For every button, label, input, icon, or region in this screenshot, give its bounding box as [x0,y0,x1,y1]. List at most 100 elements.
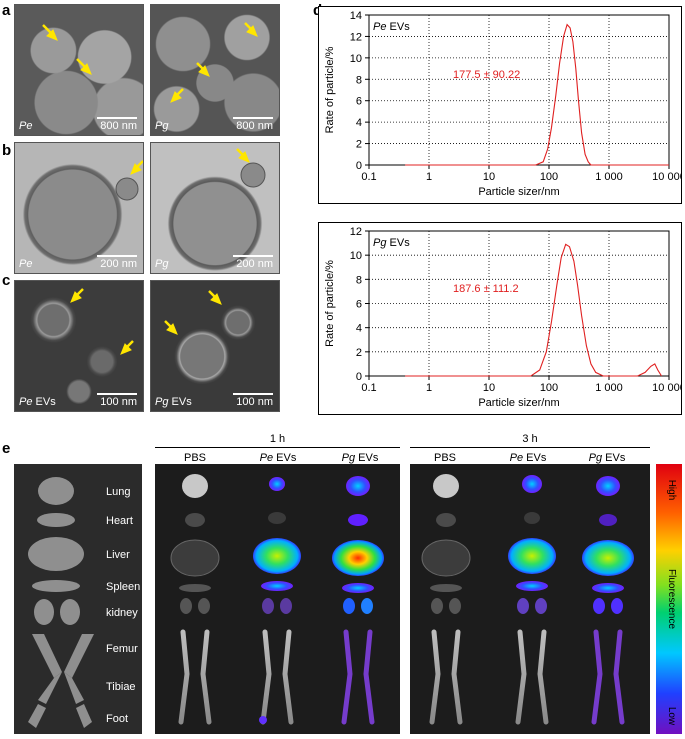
scale-bar: 800 nm [233,117,273,132]
y-tick-label: 12 [350,226,362,238]
em-label: Pg [155,120,169,132]
column-header-pe-3h: Pe EVs [509,452,547,464]
foot-shape-left [28,704,46,728]
y-tick-label: 0 [356,160,362,172]
series-line [405,23,669,166]
chart-title: Pg EVs [373,237,410,249]
arrows-overlay [115,160,143,201]
organ-label-foot: Foot [106,713,128,725]
y-tick-label: 10 [350,250,362,262]
chart-title: Pe EVs [373,21,410,33]
x-tick-label: 10 000 [652,171,681,183]
x-tick-label: 10 [483,171,495,183]
panel-letter-a: a [2,2,11,19]
y-axis-label: Rate of particle/% [324,260,336,347]
scale-bar: 200 nm [97,255,137,270]
panel-letter-b: b [2,142,12,159]
em-label: Pg [155,258,169,270]
organ-label-lung: Lung [106,486,130,498]
column-header-pe-1h: Pe EVs [259,452,297,464]
panel-letter-e: e [2,440,11,457]
y-tick-label: 14 [350,10,362,22]
x-tick-label: 0.1 [361,382,376,394]
kidney-shape-right [60,599,80,625]
em-label: Pe [19,120,33,132]
foot-shape-right [76,704,92,728]
column-header-pg-3h: Pg EVs [588,452,626,464]
divider-1h [155,447,400,448]
y-axis-label: Rate of particle/% [324,46,336,133]
organ-schematic: Lung Heart Liver Spleen kidney Femur Tib… [14,464,142,734]
em-label: Pg EVs [155,396,192,408]
x-tick-label: 0.1 [361,171,376,183]
panel-letter-c: c [2,272,11,289]
colorbar-labels: High Fluorescence Low [666,480,677,726]
organ-label-heart: Heart [106,515,133,527]
y-tick-label: 4 [356,117,362,129]
organ-label-spleen: Spleen [106,581,140,593]
x-tick-label: 100 [540,382,558,394]
fluorescence-image-3h [410,464,650,734]
organ-label-tibiae: Tibiae [106,681,136,693]
organ-fluorescence-3h [421,474,634,725]
colorbar-title: Fluorescence [666,569,677,629]
chart-pg-evs: 0.1 1 10 100 1 000 10 000 0 2 4 6 8 10 12 Pg EVs 187.6… [318,222,685,415]
arrows-overlay [236,148,266,188]
organ-label-femur: Femur [106,643,138,655]
fluorescence-image-1h [155,464,400,734]
scale-bar: 100 nm [233,393,273,408]
x-tick-label: 10 [483,382,495,394]
femur-shape-right [64,634,94,678]
scale-bar: 800 nm [97,117,137,132]
y-tick-label: 6 [356,299,362,311]
y-tick-label: 10 [350,53,362,65]
x-tick-label: 100 [540,171,558,183]
time-label-3h: 3 h [522,433,538,445]
divider-3h [410,447,650,448]
chart-svg: 0.1 1 10 100 1 000 10 000 0 2 4 6 8 10 12 14 Pe EVs 177… [324,10,685,198]
sem-image-pe: Pe 800 nm [14,4,144,136]
kidney-shape-left [34,599,54,625]
femur-shape-left [32,634,62,678]
organ-label-liver: Liver [106,549,130,561]
spleen-shape [32,580,80,592]
scale-bar: 200 nm [233,255,273,270]
y-tick-label: 2 [356,347,362,359]
y-tick-label: 6 [356,96,362,108]
series-line [405,243,662,377]
chart-annotation: 187.6 ± 111.2 [453,283,519,295]
x-tick-label: 10 000 [652,382,681,394]
y-tick-label: 0 [356,371,362,383]
x-axis-label: Particle sizer/nm [478,397,559,409]
column-header-pbs-3h: PBS [433,452,456,464]
chart-annotation: 177.5 ± 90.22 [453,69,520,81]
arrows-overlay [164,290,222,335]
plot-frame [368,14,670,166]
tem-image-pg-evs: Pg EVs 100 nm [150,280,280,412]
liver-shape [28,537,84,571]
tem-image-pe-evs: Pe EVs 100 nm [14,280,144,412]
colorbar-high-label: High [666,480,677,501]
x-tick-label: 1 [426,171,432,183]
scale-bar: 100 nm [97,393,137,408]
chart-pe-evs: 0.1 1 10 100 1 000 10 000 0 2 4 6 8 10 12 14 Pe EVs 177… [318,6,685,204]
y-tick-label: 4 [356,323,362,335]
arrows-overlay [170,22,258,103]
chart-svg: 0.1 1 10 100 1 000 10 000 0 2 4 6 8 10 12 Pg EVs 187.6… [324,226,685,409]
y-tick-label: 2 [356,139,362,151]
heart-shape [37,513,75,527]
x-axis-label: Particle sizer/nm [478,186,559,198]
column-header-pbs-1h: PBS [183,452,206,464]
em-label: Pe [19,258,33,270]
panel-letter-d: d [313,2,322,19]
y-tick-label: 12 [350,31,362,43]
colorbar-low-label: Low [666,707,677,726]
x-tick-label: 1 000 [595,171,623,183]
time-label-1h: 1 h [269,433,286,445]
organ-diagram: Lung Heart Liver Spleen kidney Femur Tib… [28,477,140,728]
tibia-shape-right [64,672,84,704]
tibia-shape-left [38,672,62,704]
column-header-pg-1h: Pg EVs [341,452,379,464]
x-tick-label: 1 [426,382,432,394]
x-tick-label: 1 000 [595,382,623,394]
